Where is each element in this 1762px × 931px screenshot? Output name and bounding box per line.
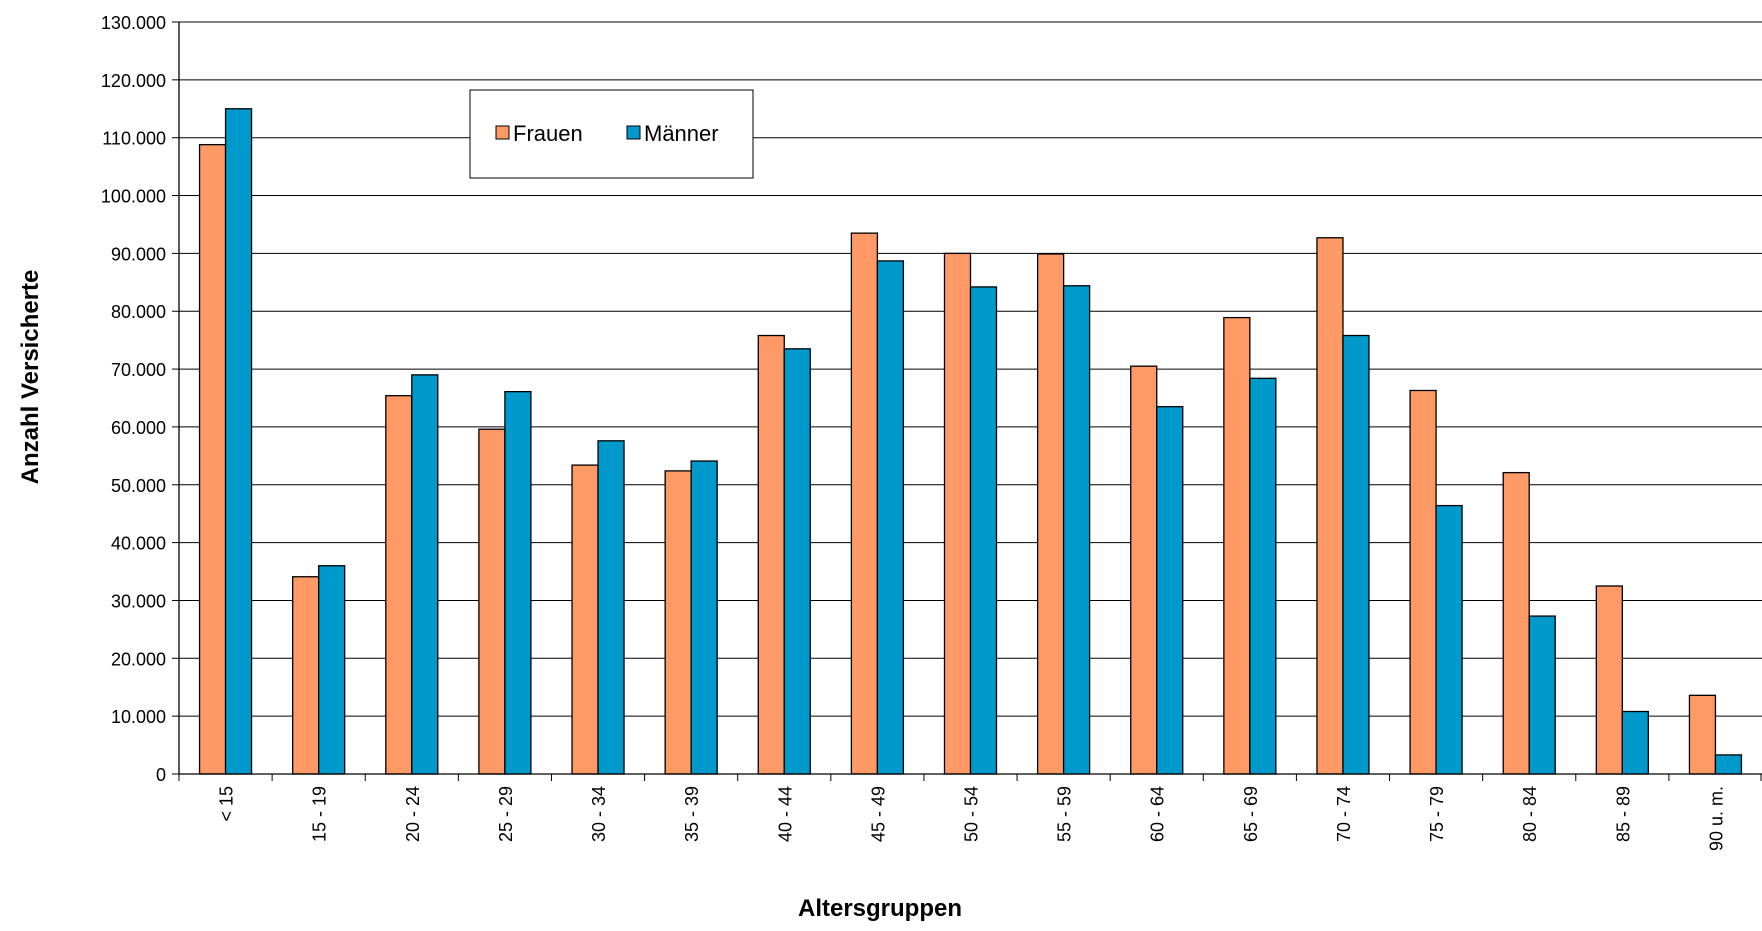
y-tick-label: 80.000 [111, 302, 166, 322]
x-tick-label: 75 - 79 [1427, 786, 1447, 842]
legend-swatch-frauen [495, 125, 510, 140]
legend-label-maenner: Männer [644, 121, 719, 146]
legend-box [469, 89, 754, 179]
legend: Frauen Männer [469, 89, 754, 179]
bar-mnner-2 [411, 374, 439, 775]
y-tick-label: 90.000 [111, 244, 166, 264]
bar-frauen-16 [1688, 694, 1717, 775]
x-tick-label: 50 - 54 [962, 786, 982, 842]
x-axis-title: Altersgruppen [798, 895, 962, 922]
bar-mnner-0 [224, 108, 253, 775]
x-tick-label: 35 - 39 [682, 786, 702, 842]
bar-frauen-5 [664, 470, 692, 775]
x-tick-label: 80 - 84 [1520, 786, 1540, 842]
bar-frauen-2 [385, 395, 413, 775]
y-axis-title: Anzahl Versicherte [17, 270, 44, 485]
bar-frauen-13 [1409, 389, 1437, 775]
bar-mnner-8 [969, 286, 998, 775]
y-tick-label: 0 [156, 765, 166, 785]
y-tick-label: 110.000 [102, 129, 166, 149]
x-tick-label: 55 - 59 [1055, 786, 1075, 842]
bar-frauen-3 [478, 428, 506, 775]
bar-frauen-10 [1130, 365, 1158, 775]
bar-frauen-7 [850, 232, 879, 775]
x-tick-label: 70 - 74 [1334, 786, 1354, 842]
y-tick-label: 50.000 [111, 476, 166, 496]
bar-frauen-1 [292, 576, 320, 775]
axes: 0 10.000 20.000 30.000 40.000 50.000 60.000 70.… [101, 13, 1762, 851]
x-tick-label: 25 - 29 [496, 786, 516, 842]
bar-mnner-4 [597, 440, 625, 775]
x-tick-label: 15 - 19 [310, 786, 330, 842]
bar-mnner-3 [504, 390, 532, 775]
bar-frauen-15 [1595, 585, 1623, 775]
bar-mnner-10 [1156, 406, 1184, 775]
bar-frauen-11 [1223, 316, 1251, 775]
x-tick-label: 20 - 24 [403, 786, 423, 842]
x-tick-label: < 15 [217, 786, 237, 822]
bar-mnner-14 [1528, 615, 1556, 775]
bar-mnner-13 [1435, 504, 1463, 775]
bar-frauen-4 [571, 464, 599, 775]
y-tick-label: 70.000 [111, 360, 166, 380]
bar-frauen-9 [1036, 253, 1065, 775]
bar-mnner-5 [690, 460, 718, 775]
bar-mnner-9 [1062, 285, 1091, 775]
y-tick-label: 20.000 [111, 649, 166, 669]
bars [198, 108, 1743, 775]
y-tick-label: 30.000 [111, 591, 166, 611]
y-tick-label: 40.000 [111, 534, 166, 554]
bar-mnner-1 [318, 565, 346, 775]
x-tick-label: 30 - 34 [589, 786, 609, 842]
bar-mnner-12 [1342, 334, 1370, 775]
y-tick-label: 130.000 [101, 13, 166, 33]
legend-label-frauen: Frauen [513, 121, 583, 146]
x-tick-label: 90 u. m. [1706, 786, 1726, 851]
bar-mnner-16 [1714, 754, 1743, 775]
x-tick-label: 60 - 64 [1148, 786, 1168, 842]
bar-mnner-15 [1621, 710, 1649, 775]
y-tick-label: 120.000 [101, 71, 166, 91]
legend-swatch-maenner [626, 125, 641, 140]
bar-mnner-6 [783, 348, 811, 775]
bar-frauen-6 [757, 334, 785, 775]
bar-frauen-8 [943, 252, 972, 775]
y-tick-label: 60.000 [111, 418, 166, 438]
bar-frauen-12 [1316, 237, 1344, 775]
bar-frauen-0 [198, 143, 227, 775]
bar-frauen-14 [1502, 471, 1530, 775]
bar-mnner-11 [1249, 377, 1277, 775]
x-tick-label: 85 - 89 [1613, 786, 1633, 842]
x-tick-label: 45 - 49 [868, 786, 888, 842]
y-tick-label: 10.000 [111, 707, 166, 727]
y-tick-label: 100.000 [101, 187, 166, 207]
x-tick-label: 65 - 69 [1241, 786, 1261, 842]
bar-mnner-7 [876, 260, 905, 775]
x-tick-label: 40 - 44 [775, 786, 795, 842]
